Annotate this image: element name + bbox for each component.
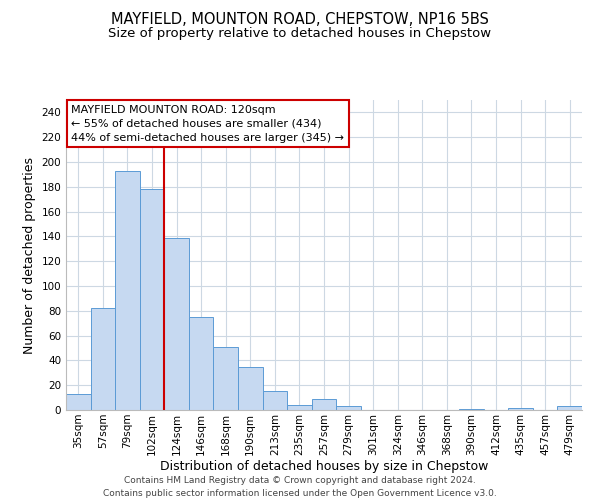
- Text: Size of property relative to detached houses in Chepstow: Size of property relative to detached ho…: [109, 28, 491, 40]
- Bar: [557, 406, 582, 410]
- Bar: [66, 394, 91, 410]
- Y-axis label: Number of detached properties: Number of detached properties: [23, 156, 36, 354]
- Bar: [164, 238, 189, 410]
- Bar: [263, 392, 287, 410]
- X-axis label: Distribution of detached houses by size in Chepstow: Distribution of detached houses by size …: [160, 460, 488, 473]
- Bar: [336, 406, 361, 410]
- Bar: [189, 317, 214, 410]
- Bar: [91, 308, 115, 410]
- Bar: [287, 405, 312, 410]
- Text: MAYFIELD MOUNTON ROAD: 120sqm
← 55% of detached houses are smaller (434)
44% of : MAYFIELD MOUNTON ROAD: 120sqm ← 55% of d…: [71, 104, 344, 142]
- Bar: [312, 399, 336, 410]
- Bar: [238, 366, 263, 410]
- Bar: [140, 190, 164, 410]
- Bar: [214, 347, 238, 410]
- Bar: [459, 409, 484, 410]
- Bar: [115, 170, 140, 410]
- Text: Contains HM Land Registry data © Crown copyright and database right 2024.
Contai: Contains HM Land Registry data © Crown c…: [103, 476, 497, 498]
- Bar: [508, 408, 533, 410]
- Text: MAYFIELD, MOUNTON ROAD, CHEPSTOW, NP16 5BS: MAYFIELD, MOUNTON ROAD, CHEPSTOW, NP16 5…: [111, 12, 489, 28]
